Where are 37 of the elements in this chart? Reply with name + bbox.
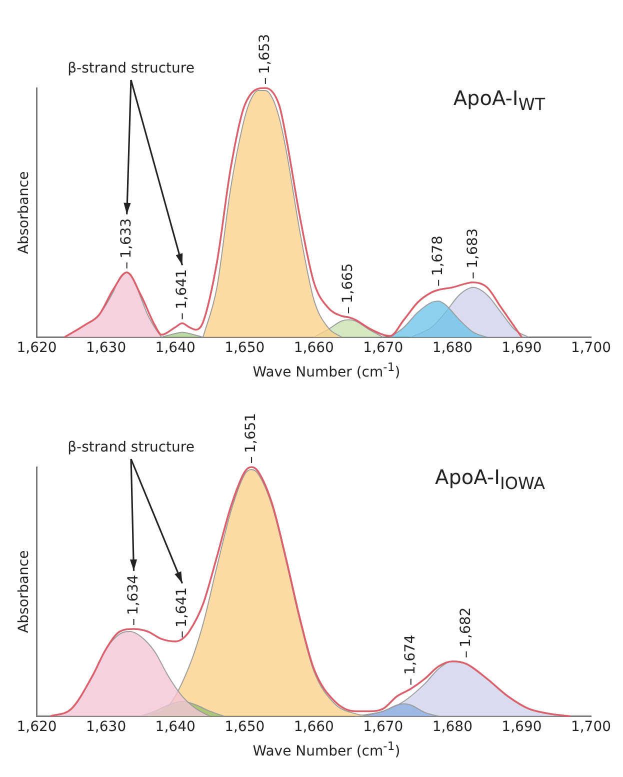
annotation: 1,678 — [430, 236, 446, 276]
x-tick-label: 1,670 — [363, 718, 404, 735]
annotation: 1,682 — [458, 606, 474, 648]
annotation: 1,641 — [174, 269, 190, 310]
annotation: 1,665 — [340, 263, 356, 304]
y-axis-title: Absorbance — [16, 171, 32, 254]
x-tick-label: 1,620 — [16, 340, 57, 356]
x-axis-title: Wave Number (cm$^{-1}$) — [252, 738, 402, 760]
x-tick-label: 1,630 — [86, 340, 126, 356]
annotation: 1,634 — [125, 574, 142, 615]
x-tick-label: 1,670 — [363, 340, 404, 356]
x-tick-label: 1,700 — [570, 340, 612, 356]
x-tick-label: 1,650 — [224, 718, 265, 735]
x-axis-title: Wave Number (cm$^{-1}$) — [252, 360, 402, 381]
x-tick-label: 1,640 — [155, 340, 196, 356]
x-tick-label: 1,680 — [432, 340, 472, 356]
x-tick-label: 1,680 — [432, 718, 472, 735]
chart-title: ApoA-I$_{WT}$ — [453, 86, 545, 114]
annotation: 1,641 — [174, 587, 190, 628]
x-tick-label: 1,700 — [570, 718, 612, 735]
x-tick-label: 1,630 — [86, 718, 126, 735]
x-tick-label: 1,650 — [224, 340, 265, 356]
x-tick-label: 1,660 — [294, 718, 334, 735]
annotation: 1,633 — [118, 218, 134, 258]
annotation: 1,683 — [464, 228, 481, 268]
text: β-strand structure — [68, 439, 194, 456]
chart-title: ApoA-I$_{IOWA}$ — [435, 464, 545, 493]
y-axis-title: Absorbance — [16, 550, 32, 633]
annotation: 1,674 — [402, 634, 419, 674]
x-tick-label: 1,660 — [294, 340, 334, 356]
annotation: 1,653 — [257, 34, 274, 74]
annotation: 1,651 — [243, 412, 260, 453]
x-tick-label: 1,690 — [502, 718, 542, 735]
text: β-strand structure — [68, 60, 194, 77]
x-tick-label: 1,690 — [502, 340, 542, 356]
x-tick-label: 1,620 — [16, 718, 57, 735]
x-tick-label: 1,640 — [155, 718, 196, 735]
